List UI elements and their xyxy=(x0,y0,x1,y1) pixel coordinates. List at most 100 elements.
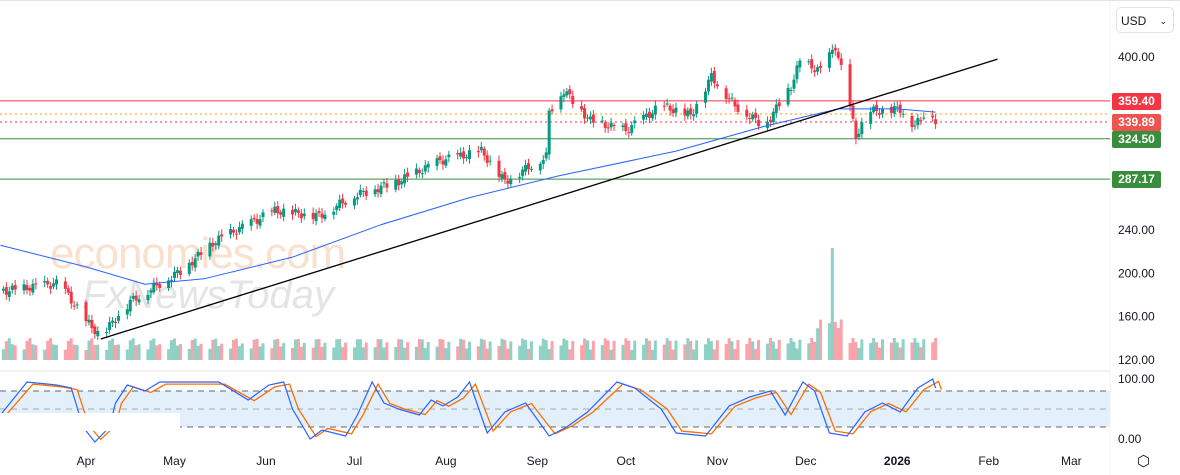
candle xyxy=(488,160,492,162)
x-tick-label: Apr xyxy=(77,454,96,468)
volume-bar xyxy=(518,345,522,360)
volume-bar xyxy=(217,345,221,360)
candle xyxy=(580,106,584,110)
candle xyxy=(49,286,53,289)
volume-bar xyxy=(704,344,707,360)
candle xyxy=(482,148,486,156)
candle xyxy=(465,157,469,159)
candle xyxy=(497,160,501,177)
volume-bar xyxy=(521,338,525,360)
volume-bar xyxy=(606,340,610,360)
volume-bar xyxy=(630,349,634,360)
volume-bar xyxy=(503,339,507,360)
candle xyxy=(55,279,58,285)
candle xyxy=(63,281,67,289)
candle xyxy=(650,113,654,119)
volume-bar xyxy=(627,340,631,360)
candle xyxy=(765,121,769,129)
candle xyxy=(777,102,781,107)
volume-bar xyxy=(571,341,575,360)
volume-bar xyxy=(373,347,377,360)
moving-average-line xyxy=(0,108,936,285)
candle xyxy=(46,280,50,285)
candle xyxy=(170,280,174,282)
candle xyxy=(217,235,221,246)
candle xyxy=(798,60,802,68)
candle xyxy=(234,233,238,235)
volume-bar xyxy=(403,347,407,360)
candle xyxy=(149,290,153,293)
candle xyxy=(237,226,241,233)
volume-bar xyxy=(827,323,831,360)
volume-bar xyxy=(149,340,153,360)
volume-bar xyxy=(792,341,796,360)
volume-bar xyxy=(565,340,569,360)
volume-bar xyxy=(559,345,563,360)
volume-bar xyxy=(320,346,324,360)
candle xyxy=(344,202,348,205)
volume-bar xyxy=(869,342,873,360)
volume-bar xyxy=(240,343,244,360)
volume-bar xyxy=(727,338,731,360)
volume-bar xyxy=(146,349,150,360)
candle xyxy=(792,79,796,89)
candle xyxy=(479,146,483,151)
volume-bar xyxy=(550,341,554,360)
candle xyxy=(736,104,740,112)
volume-bar xyxy=(600,345,604,360)
candle xyxy=(296,210,300,214)
volume-bar xyxy=(529,341,533,360)
candle xyxy=(293,208,297,213)
volume-bar xyxy=(258,346,262,360)
volume-bar xyxy=(317,339,321,360)
volume-bar xyxy=(922,339,926,360)
volume-bar xyxy=(232,339,235,360)
y-tick-label: 240.00 xyxy=(1118,223,1155,237)
volume-bar xyxy=(214,338,218,360)
candle xyxy=(568,89,572,95)
price-tag-339.89: 339.89 xyxy=(1112,114,1161,132)
volume-bar xyxy=(860,339,864,360)
candle xyxy=(456,152,460,155)
volume-bar xyxy=(382,347,386,360)
stoch-axis-label: 100.00 xyxy=(1118,372,1155,386)
candle xyxy=(364,190,368,196)
volume-bar xyxy=(456,346,460,360)
volume-bar xyxy=(84,350,88,360)
volume-bar xyxy=(583,338,587,360)
candle xyxy=(87,319,91,323)
candle xyxy=(795,65,799,80)
currency-select[interactable]: USD ⌄ xyxy=(1116,7,1174,33)
volume-bar xyxy=(196,345,200,360)
candle xyxy=(232,229,235,233)
volume-bar xyxy=(96,344,100,360)
candle xyxy=(875,104,879,111)
volume-bar xyxy=(137,344,141,360)
volume-bar xyxy=(671,349,675,360)
overlay-mask xyxy=(0,413,180,431)
volume-bar xyxy=(901,339,905,360)
volume-bar xyxy=(830,248,834,360)
volume-bar xyxy=(645,338,648,360)
volume-bar xyxy=(444,348,448,360)
candle xyxy=(730,97,734,99)
volume-bar xyxy=(7,338,11,360)
candle xyxy=(338,199,342,208)
volume-bar xyxy=(199,343,203,360)
candle xyxy=(468,150,471,159)
candle xyxy=(96,330,100,337)
candle xyxy=(258,219,262,226)
volume-bar xyxy=(190,340,194,360)
volume-bar xyxy=(116,344,120,360)
settings-icon[interactable]: ⬡ xyxy=(1137,453,1151,470)
volume-bar xyxy=(588,349,592,360)
candle xyxy=(934,119,938,125)
candle xyxy=(833,47,837,51)
candle xyxy=(229,229,233,235)
x-tick-label: Sep xyxy=(527,454,549,468)
candle xyxy=(892,106,896,114)
volume-bar xyxy=(270,348,274,360)
volume-bar xyxy=(709,341,713,360)
